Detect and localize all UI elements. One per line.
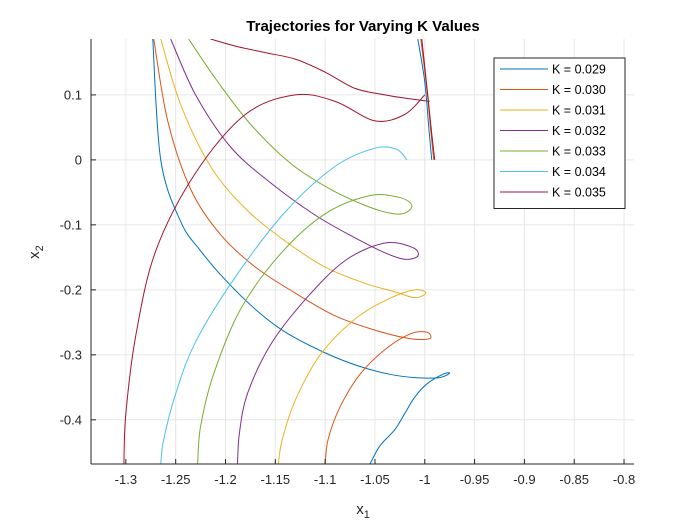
legend-label: K = 0.029	[552, 63, 606, 77]
y-tick-label: -0.3	[60, 347, 82, 362]
trajectory-series-2	[153, 39, 432, 464]
x-axis-label-subscript: 1	[364, 509, 370, 521]
x-tick-label: -1	[419, 472, 431, 487]
legend: K = 0.029 K = 0.030 K = 0.031 K = 0.032 K = …	[493, 57, 626, 209]
y-axis-label-main: x	[26, 251, 43, 259]
legend-label: K = 0.032	[552, 124, 606, 138]
trajectory-series-7	[123, 93, 426, 464]
y-axis-label-subscript: 2	[34, 245, 46, 251]
x-tick-label: -1.25	[161, 472, 191, 487]
x-tick-label: -0.9	[513, 472, 535, 487]
x-tick-label: -0.8	[613, 472, 635, 487]
chart-title: Trajectories for Varying K Values	[246, 18, 479, 35]
legend-box	[493, 57, 626, 209]
y-tick-label: -0.4	[60, 412, 82, 427]
y-tick-label: -0.2	[60, 282, 82, 297]
trajectory-series-6	[160, 146, 408, 464]
x-tick-label: -1.15	[261, 472, 291, 487]
x-axis-label-main: x	[356, 501, 364, 518]
trajectory-series-4	[170, 39, 419, 464]
y-tick-label: 0	[75, 152, 82, 167]
y-tick-label: 0.1	[64, 87, 82, 102]
x-tick-label: -0.95	[460, 472, 490, 487]
trajectory-series-5	[188, 39, 413, 464]
y-tick-label: -0.1	[60, 217, 82, 232]
x-tick-label: -1.3	[115, 472, 137, 487]
x-tick-label: -1.05	[360, 472, 390, 487]
trajectory-series-1	[152, 39, 451, 464]
x-tick-label: -1.2	[214, 472, 236, 487]
trajectory-curve-segment	[421, 39, 436, 160]
legend-label: K = 0.030	[552, 83, 606, 97]
x-tick-label: -1.1	[314, 472, 336, 487]
trajectory-curves	[123, 39, 451, 464]
trajectory-curve-segment	[417, 39, 433, 160]
trajectory-curve-segment	[210, 39, 430, 102]
axes	[90, 39, 634, 465]
tick-labels: -1.3 -1.25 -1.2 -1.15 -1.1 -1.05 -1 -0.95 -0.9 -0…	[60, 87, 636, 487]
x-axis-label: x1	[356, 501, 370, 521]
grid-lines	[91, 39, 634, 464]
x-tick-label: -0.85	[559, 472, 589, 487]
trajectory-series-3	[160, 39, 427, 464]
legend-label: K = 0.035	[552, 186, 606, 200]
legend-label: K = 0.031	[552, 104, 606, 118]
legend-label: K = 0.034	[552, 165, 606, 179]
legend-label: K = 0.033	[552, 145, 606, 159]
y-axis-label: x2	[26, 245, 46, 259]
